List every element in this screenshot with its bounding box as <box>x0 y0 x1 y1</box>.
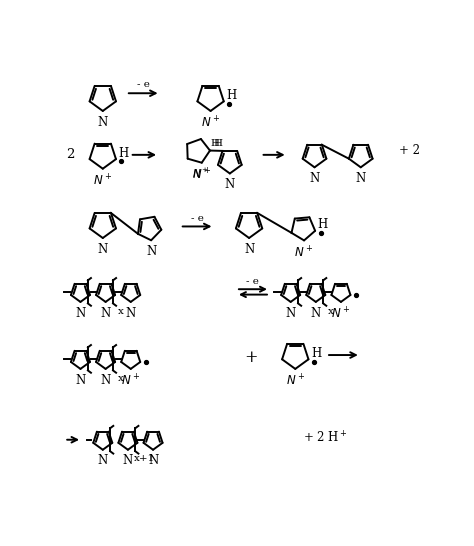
Text: - e: - e <box>191 213 203 223</box>
Text: $N^+$: $N^+$ <box>331 306 351 322</box>
Text: N: N <box>356 172 366 185</box>
Text: H: H <box>118 147 129 160</box>
Text: x+1: x+1 <box>134 454 155 464</box>
Text: $N^+$: $N^+$ <box>191 167 209 180</box>
Text: N: N <box>285 306 296 319</box>
Text: $N^+$: $N^+$ <box>121 373 140 389</box>
Text: 2: 2 <box>66 149 75 161</box>
Text: - e: - e <box>246 277 259 286</box>
Text: N: N <box>98 454 108 467</box>
Text: x: x <box>118 306 124 316</box>
Text: H: H <box>210 139 219 148</box>
Text: N: N <box>126 306 136 319</box>
Text: x: x <box>328 306 334 316</box>
Text: + 2: + 2 <box>399 145 420 157</box>
Text: $N^+$: $N^+$ <box>286 373 305 389</box>
Text: H: H <box>213 139 222 149</box>
Text: N: N <box>75 306 86 319</box>
Text: $N^+$: $N^+$ <box>201 116 220 131</box>
Text: N: N <box>98 116 108 128</box>
Text: N: N <box>100 373 111 387</box>
Text: N: N <box>123 454 133 467</box>
Text: N: N <box>148 454 158 467</box>
Text: H: H <box>311 347 321 360</box>
Text: $N^+$: $N^+$ <box>93 173 112 188</box>
Text: +: + <box>245 349 258 366</box>
Text: N: N <box>244 242 254 256</box>
Text: H: H <box>227 88 237 102</box>
Text: x: x <box>118 373 124 383</box>
Text: $N^+$: $N^+$ <box>192 167 211 182</box>
Text: + 2 H$^+$: + 2 H$^+$ <box>303 431 348 446</box>
Text: N: N <box>310 306 321 319</box>
Text: N: N <box>225 178 235 191</box>
Text: N: N <box>75 373 86 387</box>
Text: N: N <box>98 242 108 256</box>
Text: N: N <box>100 306 111 319</box>
Text: N: N <box>146 245 156 258</box>
Text: H: H <box>318 218 328 231</box>
Text: - e: - e <box>137 80 150 90</box>
Text: N: N <box>310 172 319 185</box>
Text: $N^+$: $N^+$ <box>294 245 314 260</box>
